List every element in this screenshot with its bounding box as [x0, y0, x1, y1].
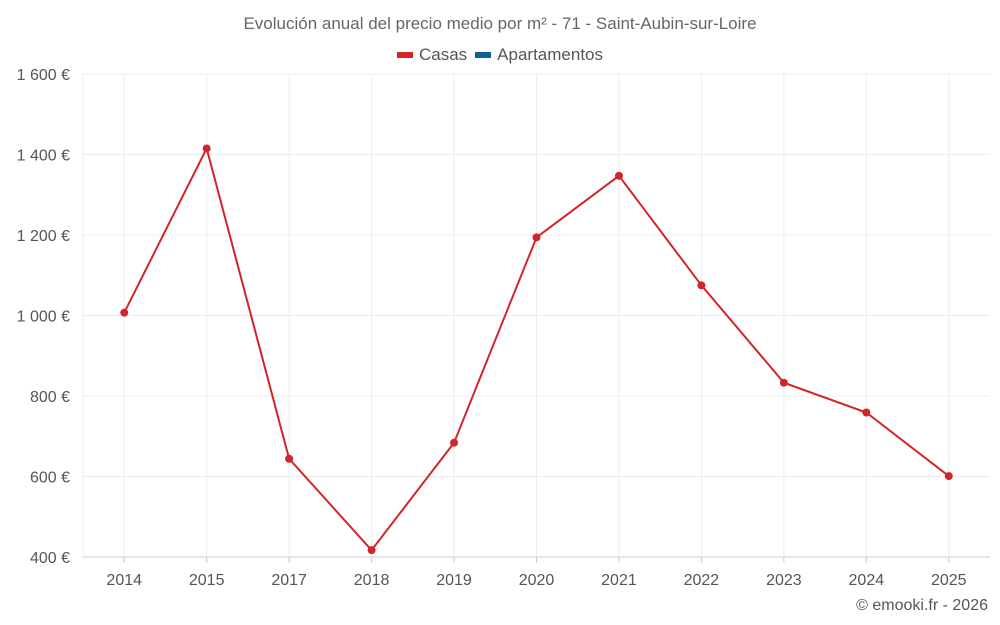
x-tick-label: 2019: [436, 572, 472, 589]
x-tick-label: 2022: [684, 572, 720, 589]
y-tick-label: 400 €: [30, 550, 70, 567]
data-point: [367, 546, 376, 555]
credit-text: © emooki.fr - 2026: [856, 597, 988, 614]
data-point: [697, 281, 706, 290]
y-tick-label: 600 €: [30, 470, 70, 487]
data-point: [285, 454, 294, 463]
legend-label-apartamentos: Apartamentos: [497, 45, 604, 64]
x-tick-label: 2023: [766, 572, 802, 589]
legend-item-apartamentos[interactable]: Apartamentos: [475, 45, 603, 65]
chart-title: Evolución anual del precio medio por m² …: [243, 14, 757, 33]
legend-item-casas[interactable]: Casas: [396, 45, 468, 65]
data-point: [862, 408, 871, 417]
y-tick-label: 1 200 €: [17, 228, 70, 245]
legend: Casas Apartamentos: [0, 45, 1000, 65]
x-tick-label: 2014: [106, 572, 142, 589]
x-tick-label: 2015: [189, 572, 225, 589]
data-point: [944, 472, 953, 481]
legend-swatch-casas: [396, 52, 413, 58]
data-point: [779, 378, 788, 387]
data-point: [450, 438, 459, 447]
data-point: [614, 171, 623, 180]
x-tick-label: 2025: [931, 572, 967, 589]
legend-label-casas: Casas: [418, 45, 468, 64]
x-tick-label: 2024: [849, 572, 885, 589]
y-tick-label: 1 000 €: [17, 309, 70, 326]
data-point: [120, 308, 129, 317]
x-tick-label: 2017: [271, 572, 307, 589]
y-tick-label: 800 €: [30, 389, 70, 406]
y-tick-label: 1 600 €: [17, 67, 70, 84]
x-tick-label: 2020: [519, 572, 555, 589]
x-tick-label: 2018: [354, 572, 390, 589]
legend-swatch-apartamentos: [475, 52, 492, 58]
data-point: [532, 233, 541, 242]
data-point: [202, 144, 211, 153]
x-tick-label: 2021: [601, 572, 637, 589]
y-tick-label: 1 400 €: [17, 148, 70, 165]
